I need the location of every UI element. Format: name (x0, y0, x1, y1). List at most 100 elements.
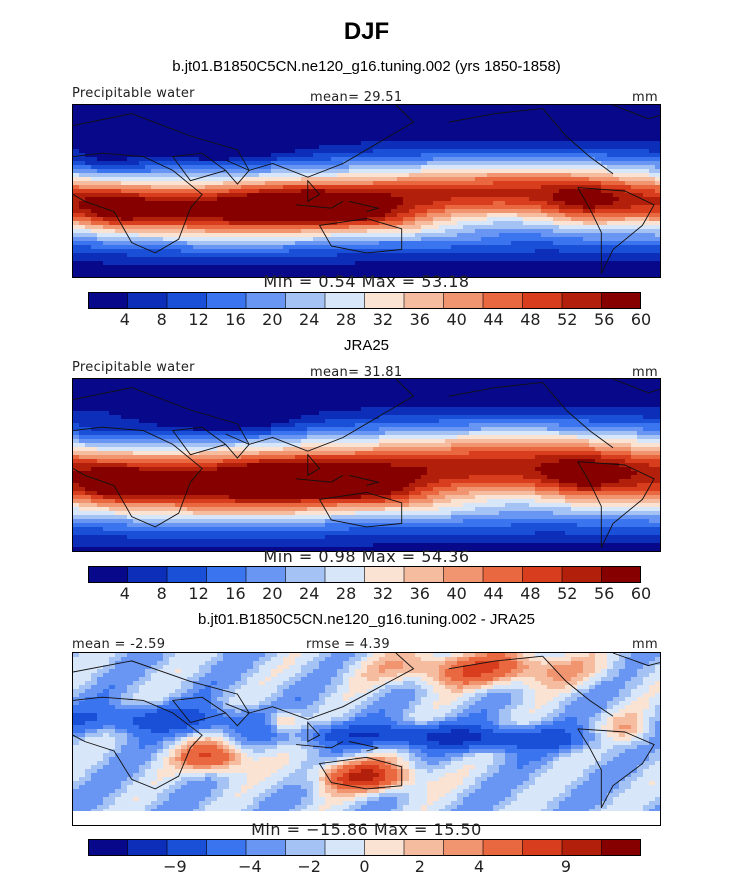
field-cell (541, 117, 548, 122)
field-cell (421, 261, 428, 266)
field-cell (181, 213, 188, 218)
field-cell (463, 201, 470, 206)
field-cell (535, 125, 542, 130)
field-cell (169, 141, 176, 146)
field-cell (601, 221, 608, 226)
field-cell (259, 387, 266, 392)
field-cell (631, 273, 638, 277)
field-cell (559, 273, 566, 277)
field-cell (349, 181, 356, 186)
field-cell (241, 233, 248, 238)
field-cell (583, 387, 590, 392)
field-cell (631, 245, 638, 250)
field-cell (583, 221, 590, 226)
field-cell (103, 395, 110, 400)
field-cell (475, 383, 482, 388)
field-cell (133, 221, 140, 226)
field-cell (343, 395, 350, 400)
field-cell (637, 265, 644, 270)
field-cell (289, 249, 296, 254)
field-cell (97, 225, 104, 230)
field-cell (115, 403, 122, 408)
field-cell (115, 269, 122, 274)
field-cell (391, 169, 398, 174)
field-cell (349, 189, 356, 194)
field-cell (529, 153, 536, 158)
field-cell (193, 181, 200, 186)
field-cell (301, 257, 308, 262)
field-cell (619, 193, 626, 198)
field-cell (445, 395, 452, 400)
field-cell (553, 269, 560, 274)
field-cell (391, 395, 398, 400)
field-cell (601, 269, 608, 274)
field-cell (391, 133, 398, 138)
field-cell (283, 133, 290, 138)
field-cell (421, 141, 428, 146)
field-cell (493, 209, 500, 214)
field-cell (535, 169, 542, 174)
field-cell (169, 261, 176, 266)
field-cell (97, 379, 104, 384)
field-cell (169, 113, 176, 118)
field-cell (571, 237, 578, 242)
field-cell (517, 225, 524, 230)
field-cell (343, 237, 350, 242)
field-cell (463, 113, 470, 118)
field-cell (259, 161, 266, 166)
field-cell (487, 379, 494, 384)
field-cell (133, 233, 140, 238)
field-cell (163, 391, 170, 396)
field-cell (571, 105, 578, 110)
field-cell (277, 269, 284, 274)
field-cell (559, 133, 566, 138)
field-cell (457, 229, 464, 234)
field-cell (199, 165, 206, 170)
field-cell (601, 241, 608, 246)
field-cell (91, 177, 98, 182)
field-cell (331, 181, 338, 186)
field-cell (481, 177, 488, 182)
field-cell (643, 161, 650, 166)
field-cell (469, 253, 476, 258)
field-cell (535, 141, 542, 146)
field-cell (217, 149, 224, 154)
field-cell (355, 217, 362, 222)
field-cell (415, 395, 422, 400)
field-cell (445, 273, 452, 277)
field-cell (529, 109, 536, 114)
field-cell (535, 403, 542, 408)
field-cell (301, 395, 308, 400)
field-cell (79, 109, 86, 114)
field-cell (103, 193, 110, 198)
field-cell (349, 387, 356, 392)
field-cell (625, 105, 632, 110)
field-cell (349, 217, 356, 222)
field-cell (517, 121, 524, 126)
field-cell (187, 213, 194, 218)
field-cell (151, 273, 158, 277)
field-cell (325, 253, 332, 258)
field-cell (547, 173, 554, 178)
field-cell (517, 205, 524, 210)
field-cell (307, 173, 314, 178)
field-cell (421, 209, 428, 214)
field-cell (553, 181, 560, 186)
field-cell (391, 387, 398, 392)
field-cell (337, 273, 344, 277)
field-cell (397, 383, 404, 388)
field-cell (175, 165, 182, 170)
field-cell (229, 245, 236, 250)
field-cell (361, 169, 368, 174)
field-cell (91, 161, 98, 166)
field-cell (115, 141, 122, 146)
field-cell (475, 269, 482, 274)
field-cell (331, 201, 338, 206)
field-cell (463, 177, 470, 182)
field-cell (637, 185, 644, 190)
field-cell (361, 125, 368, 130)
field-cell (349, 399, 356, 404)
field-cell (157, 141, 164, 146)
field-cell (79, 189, 86, 194)
field-cell (385, 395, 392, 400)
